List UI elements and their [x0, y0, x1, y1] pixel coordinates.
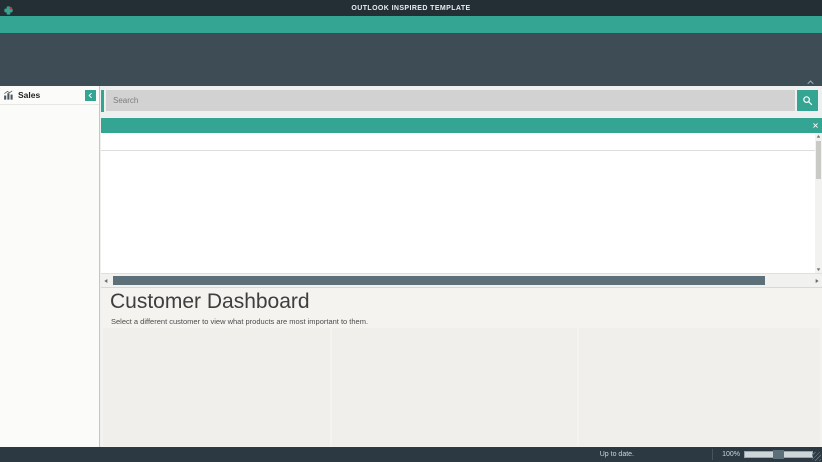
table-body: [101, 151, 815, 273]
dashboard-title: Customer Dashboard: [110, 290, 310, 313]
scroll-up-icon[interactable]: [815, 133, 822, 140]
search-icon: [802, 95, 813, 106]
main-content: Customer Dashboard Select a different cu…: [101, 86, 822, 447]
ribbon-tab-strip: [0, 16, 822, 33]
document-tab-strip: [101, 118, 822, 133]
chevron-up-icon: [806, 78, 815, 87]
title-bar: OUTLOOK INSPIRED TEMPLATE: [0, 0, 822, 16]
status-bar: Up to date. 100%: [0, 447, 822, 462]
dashboard-subtitle: Select a different customer to view what…: [111, 317, 369, 326]
area-chart: [579, 328, 820, 446]
ribbon: [0, 33, 822, 86]
zoom-level: 100%: [722, 451, 740, 458]
window-title: OUTLOOK INSPIRED TEMPLATE: [351, 4, 471, 12]
splitter-accent: [101, 90, 104, 112]
status-text: Up to date.: [599, 451, 634, 458]
search-input[interactable]: [106, 90, 795, 111]
scroll-down-icon[interactable]: [815, 266, 822, 273]
horizontal-scroll-thumb[interactable]: [113, 276, 765, 285]
horizontal-scrollbar[interactable]: [101, 273, 822, 287]
table-header: [101, 133, 815, 151]
dashboard-charts: [103, 328, 822, 446]
zoom-slider[interactable]: [744, 450, 813, 459]
ribbon-collapse-button[interactable]: [806, 74, 815, 85]
resize-grip-icon[interactable]: [812, 452, 821, 461]
sidebar-collapse-button[interactable]: [85, 89, 96, 101]
scroll-left-icon[interactable]: [102, 277, 110, 285]
status-separator: [712, 449, 713, 460]
sidebar-title: Sales: [18, 90, 41, 100]
vertical-scrollbar[interactable]: [815, 133, 822, 273]
search-button[interactable]: [797, 90, 818, 111]
bar-chart: [103, 328, 330, 446]
sidebar-header: Sales: [0, 86, 99, 105]
pie-chart: [332, 328, 577, 446]
document-close-icon[interactable]: [812, 118, 819, 133]
sales-chart-icon: [3, 90, 14, 101]
ribbon-groups: [0, 33, 822, 86]
customer-dashboard-panel: Customer Dashboard Select a different cu…: [101, 287, 822, 447]
scroll-right-icon[interactable]: [813, 277, 821, 285]
vertical-scroll-thumb[interactable]: [816, 141, 821, 179]
search-bar: [101, 86, 822, 116]
zoom-slider-thumb[interactable]: [773, 450, 785, 459]
sidebar: Sales: [0, 86, 100, 447]
app-logo-icon: [3, 3, 14, 15]
sidebar-item-list: [0, 105, 99, 108]
